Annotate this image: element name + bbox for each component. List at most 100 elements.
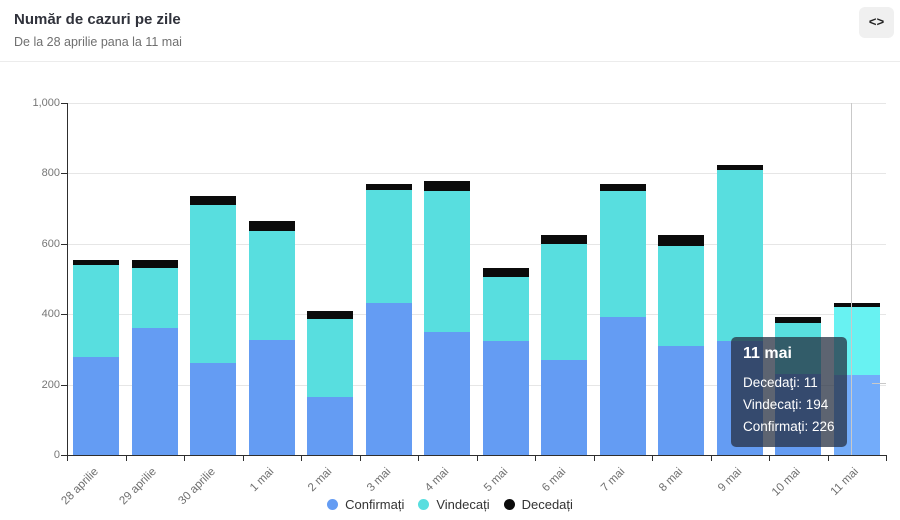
- legend-label: Vindecați: [436, 497, 490, 512]
- x-axis-label: 2 mai: [306, 465, 335, 495]
- x-axis-line: [67, 455, 887, 456]
- bar-segment-decedai[interactable]: [131, 259, 178, 269]
- bar-segment-decedai[interactable]: [541, 235, 588, 244]
- x-axis-tick: [125, 456, 127, 461]
- y-axis-tick: [61, 103, 67, 104]
- bar-segment-decedai[interactable]: [190, 196, 237, 206]
- chart-legend: Confirmați Vindecați Decedați: [0, 497, 900, 512]
- bar-segment-confirmai[interactable]: [73, 357, 120, 455]
- legend-dot-icon: [418, 499, 430, 510]
- bar-segment-vindecai[interactable]: [248, 231, 295, 341]
- legend-item-confirmai[interactable]: Confirmați: [327, 497, 404, 512]
- legend-dot-icon: [327, 499, 339, 510]
- gridline: [67, 243, 886, 245]
- bar-segment-decedai[interactable]: [365, 183, 412, 191]
- hover-crosshair-line: [851, 103, 852, 455]
- tooltip-row: Decedaţi: 11: [743, 375, 818, 390]
- bar-segment-vindecai[interactable]: [131, 268, 178, 328]
- bar-segment-confirmai[interactable]: [424, 332, 471, 455]
- bar-segment-decedai[interactable]: [73, 259, 120, 266]
- x-axis-tick: [184, 456, 185, 461]
- x-axis-tick: [535, 456, 536, 461]
- bar-segment-decedai[interactable]: [248, 221, 295, 232]
- y-axis-label: 200: [41, 378, 60, 391]
- bar-segment-decedai[interactable]: [716, 164, 763, 170]
- x-axis-label: 8 mai: [657, 465, 686, 495]
- bar-segment-decedai[interactable]: [482, 267, 529, 277]
- x-axis-tick: [710, 456, 712, 461]
- y-axis-tick: [61, 173, 67, 175]
- bar-segment-decedai[interactable]: [424, 181, 471, 192]
- y-axis-label: 400: [41, 308, 60, 321]
- y-axis-label: 0: [53, 449, 60, 461]
- x-axis-label: 9 mai: [715, 465, 744, 495]
- gridline: [67, 314, 886, 316]
- chart-subtitle: De la 28 aprilie pana la 11 mai: [14, 35, 182, 49]
- x-axis-tick: [67, 456, 68, 461]
- hover-crosshair-tick: [872, 383, 886, 384]
- bar-segment-vindecai[interactable]: [658, 245, 705, 346]
- x-axis-label: 3 mai: [364, 465, 393, 495]
- tooltip-row: Vindecați: 194: [743, 397, 829, 412]
- x-axis-label: 5 mai: [481, 465, 510, 495]
- legend-dot-icon: [503, 499, 515, 510]
- y-axis-label: 800: [41, 167, 60, 180]
- x-axis-tick: [769, 456, 770, 461]
- bar-segment-vindecai[interactable]: [73, 265, 120, 358]
- x-axis-tick: [886, 456, 887, 461]
- gridline: [67, 173, 886, 175]
- y-axis-tick: [61, 243, 67, 245]
- legend-label: Decedați: [521, 497, 573, 512]
- x-axis-tick: [418, 456, 419, 461]
- bar-segment-confirmai[interactable]: [365, 302, 412, 455]
- bar-segment-vindecai[interactable]: [482, 276, 529, 341]
- y-axis-tick: [61, 384, 67, 386]
- legend-item-vindecai[interactable]: Vindecați: [418, 497, 490, 512]
- legend-item-decedai[interactable]: Decedați: [503, 497, 573, 512]
- tooltip-row: Confirmați: 226: [743, 419, 835, 434]
- bar-segment-confirmai[interactable]: [307, 396, 354, 455]
- x-axis-tick: [652, 456, 653, 461]
- y-axis-tick: [61, 455, 67, 456]
- x-axis-label: 10 mai: [769, 465, 803, 499]
- bar-segment-decedai[interactable]: [599, 183, 646, 191]
- bar-segment-vindecai[interactable]: [365, 190, 412, 303]
- x-axis-label: 1 mai: [247, 465, 276, 495]
- x-axis-label: 4 mai: [423, 465, 452, 495]
- bar-segment-vindecai[interactable]: [541, 243, 588, 360]
- x-axis-tick: [476, 456, 478, 461]
- x-axis-label: 6 mai: [540, 465, 569, 495]
- bar-segment-vindecai[interactable]: [307, 319, 354, 397]
- page-title: Număr de cazuri pe zile: [14, 11, 181, 28]
- x-axis-tick: [593, 456, 595, 461]
- bar-segment-decedai[interactable]: [307, 310, 354, 320]
- bar-segment-vindecai[interactable]: [190, 205, 237, 363]
- bar-segment-confirmai[interactable]: [131, 327, 178, 455]
- legend-label: Confirmați: [345, 497, 405, 512]
- tooltip-title: 11 mai: [743, 345, 792, 362]
- bar-segment-vindecai[interactable]: [424, 191, 471, 333]
- x-axis-tick: [827, 456, 829, 461]
- x-axis-label: 11 mai: [828, 465, 861, 499]
- code-icon: <>: [868, 15, 885, 30]
- bar-segment-decedai[interactable]: [833, 303, 880, 308]
- bar-segment-decedai[interactable]: [775, 316, 822, 323]
- bar-segment-confirmai[interactable]: [248, 340, 295, 455]
- bar-segment-confirmai[interactable]: [190, 362, 237, 455]
- chart-tooltip: 11 mai Decedaţi: 11 Vindecați: 194 Confirm…: [731, 337, 847, 447]
- gridline: [67, 103, 886, 104]
- card-header: Număr de cazuri pe zile De la 28 aprilie…: [0, 0, 900, 62]
- bar-segment-decedai[interactable]: [658, 235, 705, 246]
- x-axis-tick: [301, 456, 302, 461]
- bar-segment-confirmai[interactable]: [599, 317, 646, 455]
- bar-segment-confirmai[interactable]: [482, 340, 529, 455]
- bar-segment-confirmai[interactable]: [658, 345, 705, 455]
- x-axis-label: 7 mai: [598, 465, 627, 495]
- bar-segment-confirmai[interactable]: [541, 359, 588, 455]
- bar-segment-vindecai[interactable]: [716, 169, 763, 342]
- y-axis-tick: [61, 314, 67, 316]
- x-axis-tick: [242, 456, 244, 461]
- embed-button[interactable]: <>: [859, 7, 894, 38]
- bar-segment-vindecai[interactable]: [599, 191, 646, 318]
